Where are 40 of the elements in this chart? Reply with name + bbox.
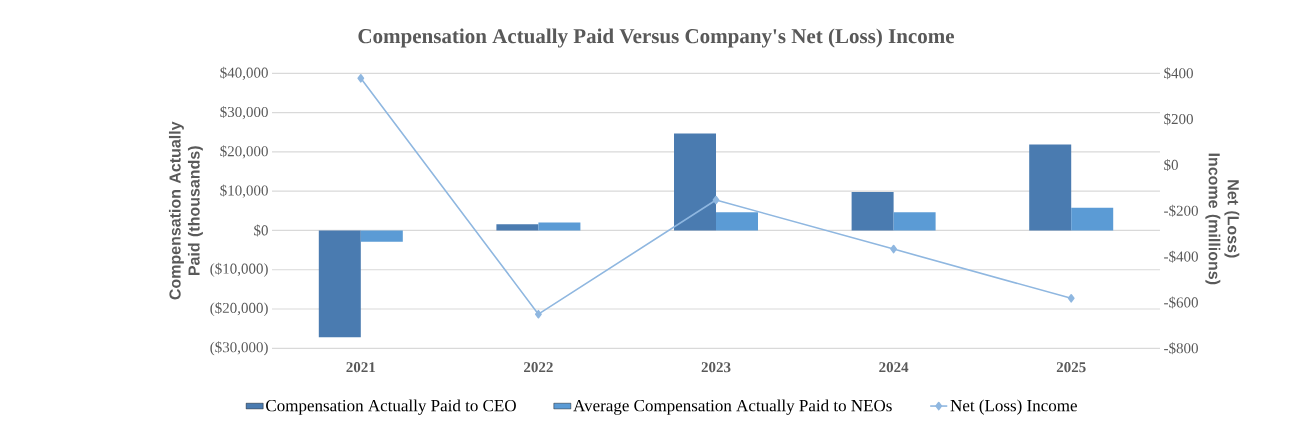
bar	[716, 212, 759, 231]
bar	[318, 230, 361, 338]
point	[357, 74, 365, 83]
y2-tick-label: -$400	[1164, 250, 1198, 263]
bar	[496, 224, 539, 231]
point	[534, 309, 542, 319]
y-tick-label: ($30,000)	[210, 341, 268, 356]
y2-tick-label: -$200	[1164, 204, 1198, 217]
bar	[851, 191, 894, 231]
y-axis-title: Compensation Actually Paid (thousands)	[168, 121, 203, 300]
y-tick-label: ($10,000)	[210, 262, 268, 277]
y-tick-label: $0	[254, 224, 268, 237]
bar	[674, 133, 716, 231]
legend-label: Net (Loss) Income	[950, 399, 1077, 415]
y-tick-label: $10,000	[220, 184, 268, 198]
y2-axis-title: Net (Loss) Income (millions)	[1205, 153, 1240, 285]
y2-tick-label: $200	[1164, 113, 1193, 126]
point	[712, 195, 720, 205]
bar	[1071, 207, 1114, 231]
y2-tick-label: $0	[1164, 158, 1178, 171]
x-tick-label: 2025	[1056, 362, 1086, 373]
y-tick-label: $30,000	[220, 106, 268, 120]
x-tick-label: 2022	[524, 362, 553, 373]
y-tick-label: $20,000	[220, 145, 268, 159]
y2-tick-label: $400	[1164, 67, 1193, 80]
x-tick-label: 2021	[346, 362, 376, 373]
point	[890, 244, 898, 254]
legend-label: Average Compensation Actually Paid to NEOs	[573, 399, 892, 415]
x-tick-label: 2023	[701, 362, 731, 373]
y-tick-label: ($20,000)	[210, 301, 268, 317]
x-tick-label: 2024	[879, 362, 909, 373]
y-tick-label: $40,000	[220, 66, 268, 80]
legend-label: Compensation Actually Paid to CEO	[266, 399, 516, 415]
y2-tick-label: -$800	[1164, 342, 1198, 355]
y2-tick-label: -$600	[1164, 296, 1198, 309]
point	[1067, 294, 1075, 303]
bar	[360, 230, 403, 242]
chart-title: Compensation Actually Paid Versus Company's Net (Loss) Income	[358, 28, 955, 48]
bar	[1029, 144, 1072, 231]
bar	[893, 212, 936, 231]
